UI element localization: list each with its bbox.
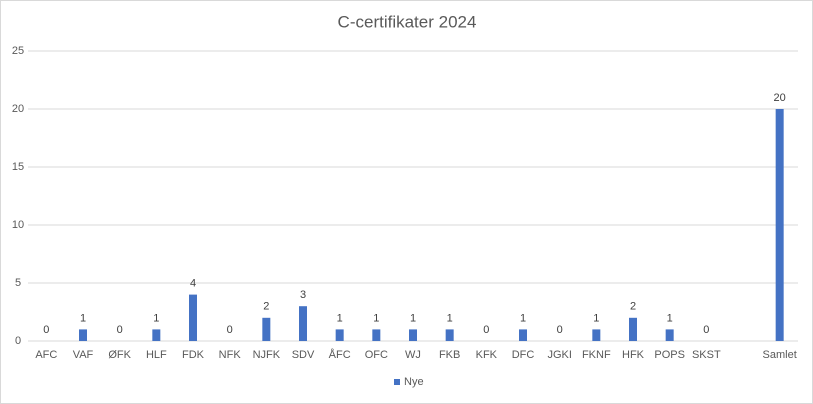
data-label: 0 xyxy=(703,324,709,336)
x-tick-label: ØFK xyxy=(108,349,131,361)
bar xyxy=(775,109,784,341)
data-label: 1 xyxy=(667,312,673,324)
x-tick-label: HLF xyxy=(146,349,167,361)
data-label: 1 xyxy=(80,312,86,324)
x-tick-label: HFK xyxy=(622,349,645,361)
bar xyxy=(262,317,271,341)
x-tick-label: AFC xyxy=(35,349,57,361)
bar xyxy=(152,329,161,341)
data-label: 1 xyxy=(593,312,599,324)
bar xyxy=(519,329,527,341)
bar xyxy=(409,329,417,341)
data-label: 0 xyxy=(483,324,489,336)
x-tick-label: SKST xyxy=(692,349,721,361)
data-label: 4 xyxy=(190,278,196,290)
data-label: 1 xyxy=(410,312,416,324)
legend-label: Nye xyxy=(404,376,424,388)
data-label: 3 xyxy=(300,289,306,301)
bar xyxy=(445,329,454,341)
x-tick-label: OFC xyxy=(365,349,388,361)
x-tick-label: Samlet xyxy=(763,349,797,361)
data-label: 20 xyxy=(774,92,786,104)
x-tick-label: VAF xyxy=(73,349,94,361)
data-label: 0 xyxy=(557,324,563,336)
x-tick-label: WJ xyxy=(405,349,421,361)
data-label: 1 xyxy=(337,312,343,324)
y-tick-label: 20 xyxy=(12,103,24,115)
data-label: 1 xyxy=(153,312,159,324)
bar xyxy=(299,306,307,341)
y-tick-label: 5 xyxy=(15,277,21,289)
y-tick-label: 10 xyxy=(12,219,24,231)
bar xyxy=(335,329,344,341)
y-tick-label: 15 xyxy=(12,161,24,173)
bar xyxy=(665,329,674,341)
bar xyxy=(629,317,637,341)
data-label: 2 xyxy=(630,301,636,313)
data-label: 0 xyxy=(117,324,123,336)
x-tick-label: FKNF xyxy=(582,349,611,361)
bar xyxy=(592,329,601,341)
x-tick-label: POPS xyxy=(654,349,685,361)
bar xyxy=(372,329,381,341)
x-tick-label: ÅFC xyxy=(329,348,351,361)
x-tick-label: FKB xyxy=(439,349,460,361)
x-tick-label: NJFK xyxy=(253,349,281,361)
bar xyxy=(79,329,87,341)
x-tick-label: SDV xyxy=(292,349,315,361)
data-label: 1 xyxy=(520,312,526,324)
x-tick-label: DFC xyxy=(512,349,535,361)
x-tick-label: KFK xyxy=(476,349,498,361)
data-label: 1 xyxy=(373,312,379,324)
x-tick-label: JGKI xyxy=(547,349,571,361)
chart-title: C-certifikater 2024 xyxy=(338,12,477,31)
y-tick-label: 0 xyxy=(15,335,21,347)
y-tick-label: 25 xyxy=(12,45,24,57)
data-label: 1 xyxy=(447,312,453,324)
x-tick-label: NFK xyxy=(219,349,242,361)
data-label: 0 xyxy=(43,324,49,336)
bar xyxy=(189,294,197,341)
data-label: 2 xyxy=(263,301,269,313)
data-label: 0 xyxy=(227,324,233,336)
x-tick-label: FDK xyxy=(182,349,205,361)
legend-swatch xyxy=(394,379,400,385)
